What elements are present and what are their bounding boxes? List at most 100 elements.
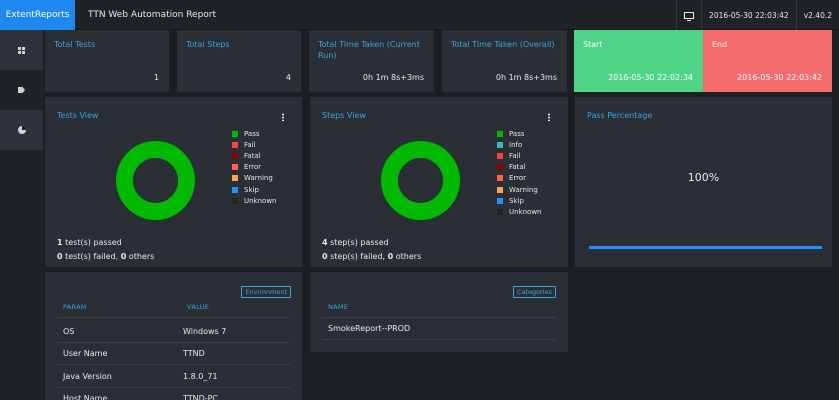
environment-panel: Environment PARAM VALUE OS Windows 7 User … [45,272,302,400]
steps-failed-summary: 0 step(s) failed, 0 others [322,252,422,261]
tests-passed-summary: 1 test(s) passed [57,238,122,247]
legend-item[interactable]: Fatal [497,162,542,173]
tests-legend: Pass Fail Fatal Error Warning Skip Unknown [232,128,277,206]
legend-swatch [232,186,238,193]
version-label: v2.40.2 [795,0,839,30]
tests-failed-summary: 0 test(s) failed, 0 others [57,252,155,261]
stat-card-time-overall: Total Time Taken (Overall) 0h 1m 8s+3ms [442,30,567,92]
panel-title: Steps View [322,111,366,120]
param-cell: Java Version [63,371,112,381]
more-options-icon[interactable] [548,113,550,121]
report-title: TTN Web Automation Report [88,10,217,20]
stat-label: Total Time Taken (Current Run) [318,40,420,60]
sidebar-item-dashboard[interactable] [0,30,43,70]
sidebar [0,30,43,400]
legend-item[interactable]: Warning [497,184,542,195]
legend-label: Unknown [244,196,277,205]
legend-swatch [497,186,503,193]
brand-logo[interactable]: ExtentReports [0,0,75,30]
panel-title: Tests View [57,111,99,120]
table-row: Host Name TTND-PC [57,388,290,400]
stat-label: Total Steps [186,40,230,49]
legend-item[interactable]: Error [232,162,277,173]
legend-swatch [232,141,238,148]
param-cell: User Name [63,349,108,359]
top-bar-right: 2016-05-30 22:03:42 v2.40.2 [676,0,839,30]
legend-swatch [497,197,503,204]
stat-card-start: Start 2016-05-30 22:02:34 [574,30,703,92]
pass-percentage-panel: Pass Percentage 100% [575,97,832,267]
top-bar: ExtentReports TTN Web Automation Report … [0,0,839,30]
legend-label: Fatal [509,163,526,172]
table-row[interactable]: SmokeReport--PROD [322,318,556,340]
legend-label: Fail [509,151,521,160]
pie-chart-icon [17,126,26,134]
dashboard-grid-icon [18,46,25,54]
value-cell: TTND-PC [183,393,219,400]
table-divider [57,317,290,318]
stat-value: 2016-05-30 22:02:34 [608,73,693,82]
column-header-value: VALUE [187,303,210,311]
stat-label: Total Time Taken (Overall) [451,40,555,49]
legend-swatch [497,141,503,148]
table-divider [322,317,556,318]
legend-swatch [232,197,238,204]
legend-item[interactable]: Skip [232,184,277,195]
steps-donut-chart [381,141,460,220]
legend-item[interactable]: Fatal [232,150,277,161]
legend-swatch [497,208,503,215]
more-options-icon[interactable] [282,113,284,121]
stat-card-end: End 2016-05-30 22:03:42 [703,30,832,92]
categories-panel: Categories NAME SmokeReport--PROD [310,272,568,352]
legend-label: Skip [509,196,524,205]
tag-icon [18,87,25,93]
column-header-param: PARAM [63,303,87,311]
legend-swatch [232,175,238,182]
param-cell: Host Name [63,393,108,400]
legend-item[interactable]: Warning [232,173,277,184]
legend-label: Unknown [509,207,542,216]
param-cell: OS [63,327,75,336]
monitor-toggle[interactable] [676,0,701,30]
legend-item[interactable]: Fail [497,150,542,161]
legend-item[interactable]: Info [497,139,542,150]
legend-item[interactable]: Fail [232,139,277,150]
legend-item[interactable]: Skip [497,195,542,206]
legend-swatch [497,164,503,171]
sidebar-item-categories[interactable] [0,70,43,110]
legend-label: Fatal [244,151,261,160]
environment-badge: Environment [241,286,291,298]
stat-label: Total Tests [54,40,96,49]
tests-donut-chart [116,141,195,220]
categories-badge: Categories [512,286,556,298]
pass-progress-bar [589,246,822,249]
stat-label: Start [583,40,603,49]
tests-view-panel: Tests View Pass Fail Fatal Error Warning Skip… [45,97,302,267]
panel-title: Pass Percentage [587,111,653,120]
stat-value: 0h 1m 8s+3ms [362,73,424,82]
column-header-name: NAME [328,303,349,311]
legend-label: Info [509,140,523,149]
legend-label: Error [244,163,262,172]
legend-item[interactable]: Unknown [232,195,277,206]
stat-card-total-steps: Total Steps 4 [177,30,301,92]
pass-progress-fill [589,246,822,249]
value-cell: TTND [183,349,205,359]
legend-swatch [232,152,238,159]
legend-label: Fail [244,140,256,149]
stat-value: 0h 1m 8s+3ms [495,73,557,82]
legend-item[interactable]: Pass [232,128,277,139]
table-row: User Name TTND [57,343,290,366]
legend-swatch [497,152,503,159]
steps-passed-summary: 4 step(s) passed [322,238,389,247]
sidebar-item-analysis[interactable] [0,110,43,150]
legend-item[interactable]: Unknown [497,206,542,217]
legend-swatch [232,164,238,171]
steps-legend: Pass Info Fail Fatal Error Warning Skip Unknown [497,128,542,218]
legend-item[interactable]: Error [497,173,542,184]
legend-label: Pass [509,129,525,138]
legend-label: Skip [244,185,259,194]
stat-card-total-tests: Total Tests 1 [45,30,169,92]
legend-item[interactable]: Pass [497,128,542,139]
legend-label: Warning [509,185,538,194]
